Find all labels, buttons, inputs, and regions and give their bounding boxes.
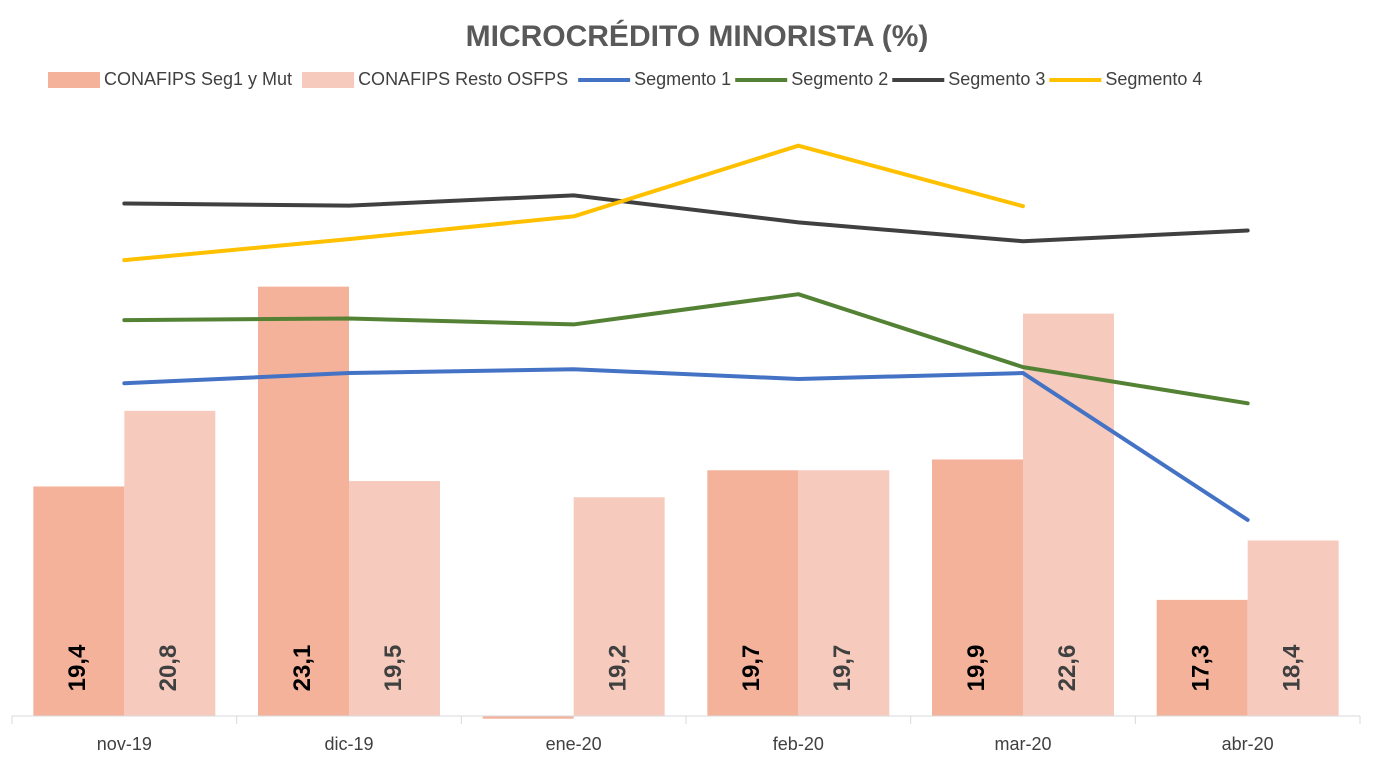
bar: [482, 716, 574, 719]
line-series: [122, 292, 1250, 406]
legend-swatch: [302, 72, 355, 88]
bar: [707, 470, 799, 716]
x-tick-label: abr-20: [1222, 734, 1274, 754]
line-series: [122, 193, 1250, 244]
legend-label: Segmento 4: [1105, 69, 1202, 89]
bar: [33, 486, 125, 716]
bar: [349, 481, 440, 716]
data-label: 19,7: [738, 645, 765, 692]
bar: [258, 286, 349, 716]
data-label: 19,4: [64, 644, 91, 691]
x-tick-label: nov-19: [97, 734, 152, 754]
data-label: 17,3: [1188, 645, 1215, 692]
data-label: 23,1: [289, 645, 316, 692]
data-label: 19,5: [380, 645, 407, 692]
x-tick-label: dic-19: [324, 734, 373, 754]
x-tick-label: mar-20: [994, 734, 1051, 754]
bar: [124, 410, 216, 716]
legend-label: CONAFIPS Resto OSFPS: [358, 69, 568, 89]
data-label: 20,8: [155, 645, 182, 692]
line-series: [122, 367, 1250, 522]
chart-title: MICROCRÉDITO MINORISTA (%): [466, 19, 929, 53]
bar: [1247, 540, 1339, 716]
legend-label: Segmento 2: [791, 69, 888, 89]
data-label: 19,9: [963, 645, 990, 692]
legend-label: Segmento 3: [948, 69, 1045, 89]
bar: [798, 470, 890, 716]
legend-label: Segmento 1: [634, 69, 731, 89]
bar: [932, 459, 1023, 716]
x-tick-label: ene-20: [546, 734, 602, 754]
data-label: 19,2: [605, 645, 632, 692]
line-series: [122, 143, 1025, 263]
bar: [1156, 599, 1248, 716]
legend-swatch: [48, 72, 100, 88]
data-label: 22,6: [1054, 645, 1081, 692]
data-label: 18,4: [1279, 644, 1306, 691]
data-label: 19,7: [829, 645, 856, 692]
x-tick-label: feb-20: [773, 734, 824, 754]
legend-label: CONAFIPS Seg1 y Mut: [104, 69, 292, 89]
bar: [573, 497, 665, 716]
